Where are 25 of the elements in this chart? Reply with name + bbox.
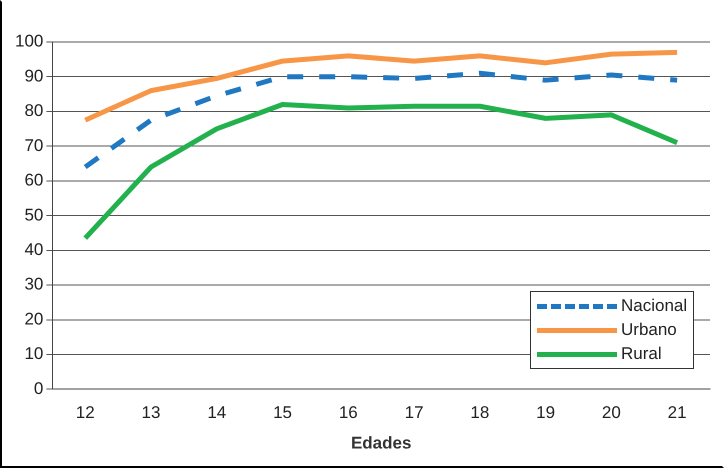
y-tick-label: 60: [24, 170, 44, 190]
x-tick-label: 19: [536, 403, 556, 422]
y-tick-label: 90: [24, 66, 44, 86]
legend-label: Nacional: [621, 296, 688, 316]
x-tick-label: 18: [470, 403, 490, 422]
y-tick-label: 30: [24, 274, 44, 294]
x-tick-label: 20: [602, 403, 621, 422]
legend-label: Rural: [621, 344, 662, 364]
x-tick-label: 13: [142, 403, 160, 422]
x-tick-label: 12: [76, 403, 95, 422]
y-tick-label: 70: [24, 136, 44, 155]
x-tick-label: 16: [338, 403, 358, 422]
y-tick-label: 10: [24, 344, 44, 364]
y-tick-label: 20: [24, 309, 44, 328]
legend-label: Urbano: [621, 320, 677, 340]
y-tick-label: 80: [24, 101, 44, 120]
x-axis-title: Edades: [350, 433, 412, 452]
x-tick-label: 17: [404, 403, 424, 422]
y-tick-label: 0: [34, 378, 44, 398]
x-tick-label: 15: [273, 403, 292, 422]
y-tick-label: 50: [24, 205, 44, 224]
y-tick-label: 100: [14, 32, 44, 51]
y-tick-label: 40: [24, 240, 44, 260]
x-tick-label: 21: [668, 403, 687, 422]
x-tick-label: 14: [207, 403, 226, 422]
